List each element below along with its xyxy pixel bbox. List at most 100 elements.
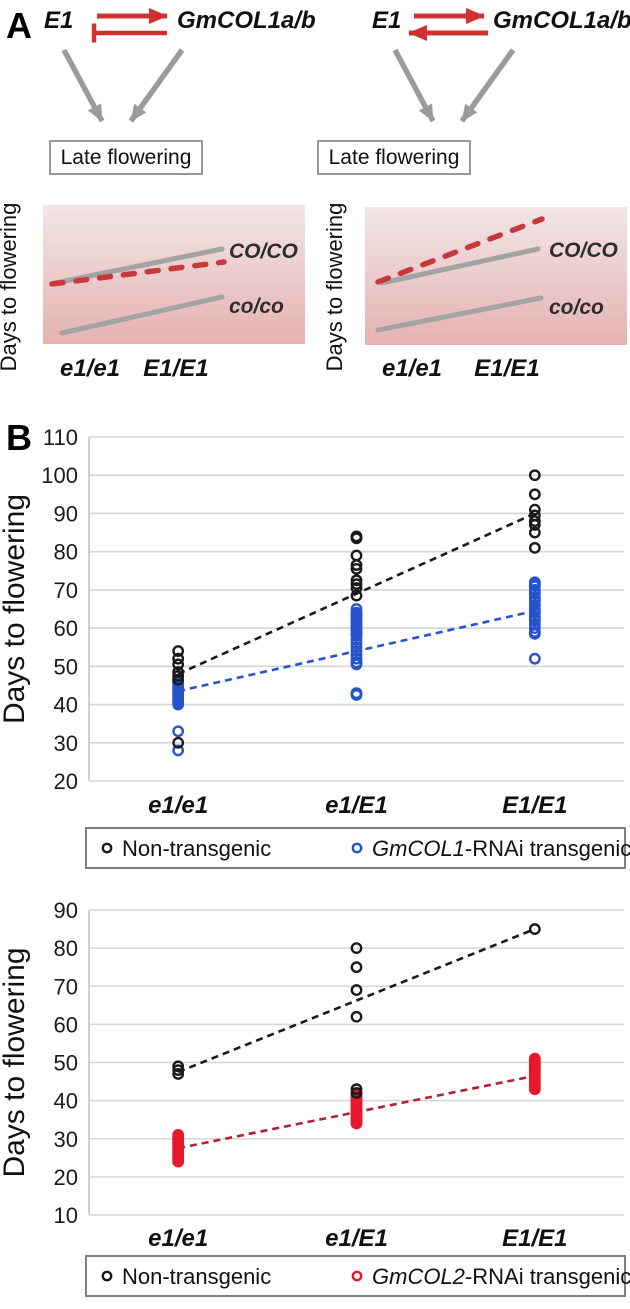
mutant-dashed-line (375, 216, 545, 285)
gene-gmcol1ab-label: GmCOL1a/b (493, 7, 630, 34)
y-tick-label: 20 (54, 1165, 78, 1190)
y-tick-label: 80 (54, 540, 78, 565)
data-point (528, 599, 541, 612)
effect-arrow (392, 48, 436, 123)
data-point (350, 652, 363, 665)
coco-lower-line (59, 294, 225, 336)
gene-gmcol1ab-label: GmCOL1a/b (177, 7, 316, 34)
legend-marker (351, 842, 363, 854)
data-point (172, 645, 185, 657)
data-point (350, 532, 363, 545)
x-category-label: e1/e1 (148, 792, 208, 819)
data-point (528, 503, 541, 516)
data-point (528, 606, 541, 619)
y-tick-label: 30 (54, 1127, 78, 1152)
outcome-box-label: Late flowering (329, 146, 460, 169)
data-point (350, 574, 363, 587)
data-point (172, 1064, 185, 1077)
data-point (350, 562, 363, 575)
effect-arrow (61, 48, 105, 123)
legend-marker (101, 842, 113, 854)
x-label-E1E1: E1/E1 (474, 355, 539, 382)
data-point (172, 1060, 185, 1073)
y-axis-title: Days to flowering (0, 494, 31, 724)
data-point (528, 519, 541, 531)
data-point (350, 1083, 363, 1096)
coco-upper-label: CO/CO (549, 239, 618, 262)
mutant-dashed-line (49, 259, 227, 287)
y-axis-title: Days to flowering (0, 947, 31, 1177)
legend-label: GmCOL1-RNAi transgenic (372, 836, 630, 861)
y-tick-label: 50 (54, 1051, 78, 1076)
data-point (350, 582, 363, 594)
outcome-box (317, 140, 471, 175)
y-tick-label: 60 (54, 616, 78, 641)
data-point (172, 736, 185, 749)
data-point (172, 744, 185, 757)
data-point (528, 541, 541, 554)
legend-label: GmCOL2-RNAi transgenic (372, 1264, 630, 1289)
y-tick-label: 90 (54, 898, 78, 923)
gene-e1-label: E1 (372, 7, 401, 34)
y-tick-label: 70 (54, 974, 78, 999)
data-point (528, 923, 541, 935)
data-point (350, 637, 363, 650)
data-point (172, 725, 185, 738)
panel-b-label: B (6, 417, 32, 458)
data-point (350, 559, 363, 571)
y-tick-label: 50 (54, 654, 78, 679)
data-point (528, 652, 541, 665)
data-point (172, 658, 185, 671)
gene-e1-label: E1 (44, 7, 73, 34)
x-category-label: E1/E1 (502, 792, 567, 819)
data-point (350, 1010, 363, 1023)
data-point (172, 1155, 185, 1168)
data-point (528, 622, 541, 635)
data-point (172, 673, 185, 686)
x-category-label: E1/E1 (502, 1225, 567, 1252)
outcome-box-label: Late flowering (61, 146, 192, 169)
coco-upper-label: CO/CO (229, 240, 298, 263)
data-point (528, 580, 541, 592)
data-point (172, 1068, 185, 1080)
legend-label: Non-transgenic (122, 1264, 271, 1289)
schematic-plot-left: Days to flowering CO/CO co/co e1/e1 E1/E… (0, 203, 305, 382)
x-label-e1e1: e1/e1 (60, 355, 120, 382)
data-point (350, 645, 363, 657)
x-label-e1e1: e1/e1 (382, 355, 442, 382)
y-tick-label: 110 (43, 425, 78, 450)
outcome-box (49, 140, 203, 175)
y-tick-label: 70 (54, 578, 78, 603)
data-point (172, 698, 185, 711)
panel-a: A E1 GmCOL1a/b Late flowering E1 GmCOL1a… (0, 5, 630, 382)
schematic-background (43, 205, 305, 344)
x-label-E1E1: E1/E1 (143, 355, 208, 382)
data-point (172, 669, 185, 682)
y-tick-label: 30 (54, 731, 78, 756)
data-point (528, 526, 541, 539)
y-axis-title: Days to flowering (0, 203, 21, 372)
y-tick-label: 40 (54, 693, 78, 718)
coco-upper-line (379, 246, 541, 286)
x-category-label: e1/E1 (325, 1225, 388, 1252)
data-point (528, 1083, 541, 1096)
repression-arrow (91, 23, 167, 43)
panel-a-label: A (6, 5, 32, 46)
y-tick-label: 40 (54, 1089, 78, 1114)
y-tick-label: 60 (54, 1012, 78, 1037)
trendline (177, 927, 536, 1074)
x-category-label: e1/e1 (148, 1225, 208, 1252)
data-point (172, 652, 185, 665)
y-tick-label: 20 (54, 769, 78, 794)
diagram-feedback-repression: E1 GmCOL1a/b Late flowering (44, 7, 316, 175)
data-point (350, 578, 363, 591)
y-tick-label: 10 (54, 1203, 78, 1228)
data-point (528, 614, 541, 627)
data-point (350, 1087, 363, 1099)
y-tick-label: 90 (54, 501, 78, 526)
chart-gmcol1-rnai: 110 100 90 80 70 60 50 40 30 20 e1/e1 e1/E1 E1/E1 Day… (0, 425, 630, 869)
legend-marker (351, 1270, 363, 1282)
y-axis-title: Days to flowering (322, 203, 347, 372)
legend-marker (101, 1270, 113, 1282)
